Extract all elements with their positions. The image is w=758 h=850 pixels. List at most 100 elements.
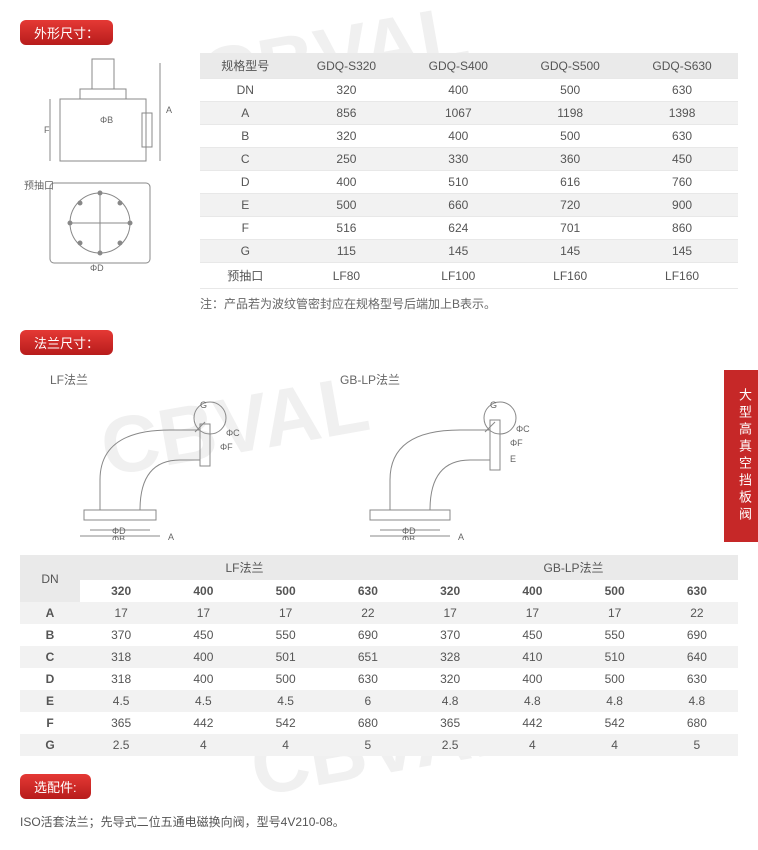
table-cell: 542: [245, 712, 327, 734]
table-cell: 365: [80, 712, 162, 734]
table-cell: 320: [409, 668, 491, 690]
table-cell: 370: [80, 624, 162, 646]
table-cell: 630: [327, 668, 409, 690]
table-cell: 442: [162, 712, 244, 734]
sub-header: 630: [327, 580, 409, 602]
sub-header: 500: [574, 580, 656, 602]
group-header: LF法兰: [80, 555, 409, 580]
table-cell: 501: [245, 646, 327, 668]
table-cell: 616: [514, 171, 626, 194]
table-cell: 17: [162, 602, 244, 624]
col-header: 规格型号: [200, 53, 290, 79]
svg-text:G: G: [490, 400, 497, 410]
table-cell: 17: [409, 602, 491, 624]
table-cell: 1067: [402, 102, 514, 125]
table-cell: 400: [402, 125, 514, 148]
table-cell: 542: [574, 712, 656, 734]
group-header: GB-LP法兰: [409, 555, 738, 580]
table-cell: 550: [245, 624, 327, 646]
table-cell: 328: [409, 646, 491, 668]
table-row: B370450550690370450550690: [20, 624, 738, 646]
table-cell: 400: [491, 668, 573, 690]
table-cell: 400: [162, 668, 244, 690]
table-cell: 1198: [514, 102, 626, 125]
table-cell: 4.5: [245, 690, 327, 712]
table-row: C250330360450: [200, 148, 738, 171]
col-header: GDQ-S500: [514, 53, 626, 79]
table-cell: 4.5: [162, 690, 244, 712]
svg-text:ΦF: ΦF: [220, 442, 233, 452]
table-cell: 4.8: [491, 690, 573, 712]
flange-label-lf: LF法兰: [50, 371, 300, 388]
table-cell: 500: [574, 668, 656, 690]
table-cell: LF160: [626, 263, 738, 289]
flange-diagram-lf: LF法兰 ΦD ΦB ΦF ΦC A G: [50, 371, 300, 543]
side-category-tab: 大型高真空挡板阀: [724, 370, 758, 542]
table-cell: 17: [245, 602, 327, 624]
row-header: F: [20, 712, 80, 734]
table-row: G115145145145: [200, 240, 738, 263]
table-cell: 400: [162, 646, 244, 668]
table-cell: 17: [80, 602, 162, 624]
flange-diagram-gblp: GB-LP法兰 ΦD ΦB E ΦF ΦC A G: [340, 371, 590, 543]
table-cell: E: [200, 194, 290, 217]
table-cell: 860: [626, 217, 738, 240]
spec-table-1: 规格型号 GDQ-S320 GDQ-S400 GDQ-S500 GDQ-S630…: [200, 53, 738, 289]
table-cell: 318: [80, 646, 162, 668]
section-header-options: 选配件:: [20, 774, 91, 799]
svg-text:A: A: [168, 532, 174, 540]
table-cell: G: [200, 240, 290, 263]
table-cell: 701: [514, 217, 626, 240]
table-cell: 4: [245, 734, 327, 756]
table-cell: 500: [514, 79, 626, 102]
table-header-row: 规格型号 GDQ-S320 GDQ-S400 GDQ-S500 GDQ-S630: [200, 53, 738, 79]
row-header: A: [20, 602, 80, 624]
section-header-flange: 法兰尺寸：: [20, 330, 113, 355]
table-cell: 318: [80, 668, 162, 690]
table-cell: C: [200, 148, 290, 171]
table-row: F516624701860: [200, 217, 738, 240]
table-cell: 115: [290, 240, 402, 263]
table-cell: 500: [245, 668, 327, 690]
table-cell: 320: [290, 79, 402, 102]
table-cell: 720: [514, 194, 626, 217]
table-cell: 550: [574, 624, 656, 646]
table-cell: 17: [491, 602, 573, 624]
table-cell: 145: [514, 240, 626, 263]
table-cell: 690: [656, 624, 738, 646]
table-cell: D: [200, 171, 290, 194]
table-cell: 442: [491, 712, 573, 734]
table-cell: 680: [656, 712, 738, 734]
table-row: A856106711981398: [200, 102, 738, 125]
table-cell: 400: [290, 171, 402, 194]
svg-text:A: A: [166, 105, 172, 115]
table-cell: 22: [327, 602, 409, 624]
table-cell: 1398: [626, 102, 738, 125]
table-cell: 500: [290, 194, 402, 217]
table-cell: 856: [290, 102, 402, 125]
table-row: C318400501651328410510640: [20, 646, 738, 668]
table-cell: 900: [626, 194, 738, 217]
row-header: E: [20, 690, 80, 712]
table-row: DN320400500630: [200, 79, 738, 102]
table-cell: 5: [327, 734, 409, 756]
table-cell: 250: [290, 148, 402, 171]
col-header: GDQ-S400: [402, 53, 514, 79]
col-header: GDQ-S630: [626, 53, 738, 79]
table-cell: 6: [327, 690, 409, 712]
table-row: F365442542680365442542680: [20, 712, 738, 734]
svg-text:ΦB: ΦB: [402, 534, 415, 540]
sub-header: 630: [656, 580, 738, 602]
table-cell: DN: [200, 79, 290, 102]
table-row: E4.54.54.564.84.84.84.8: [20, 690, 738, 712]
table-row: B320400500630: [200, 125, 738, 148]
table-row: E500660720900: [200, 194, 738, 217]
svg-text:ΦC: ΦC: [226, 428, 240, 438]
flange-label-gblp: GB-LP法兰: [340, 371, 590, 388]
table-cell: 320: [290, 125, 402, 148]
table-cell: 516: [290, 217, 402, 240]
svg-text:G: G: [200, 400, 207, 410]
section-header-outline: 外形尺寸：: [20, 20, 113, 45]
table-cell: 4.8: [409, 690, 491, 712]
corner-header: DN: [20, 555, 80, 602]
